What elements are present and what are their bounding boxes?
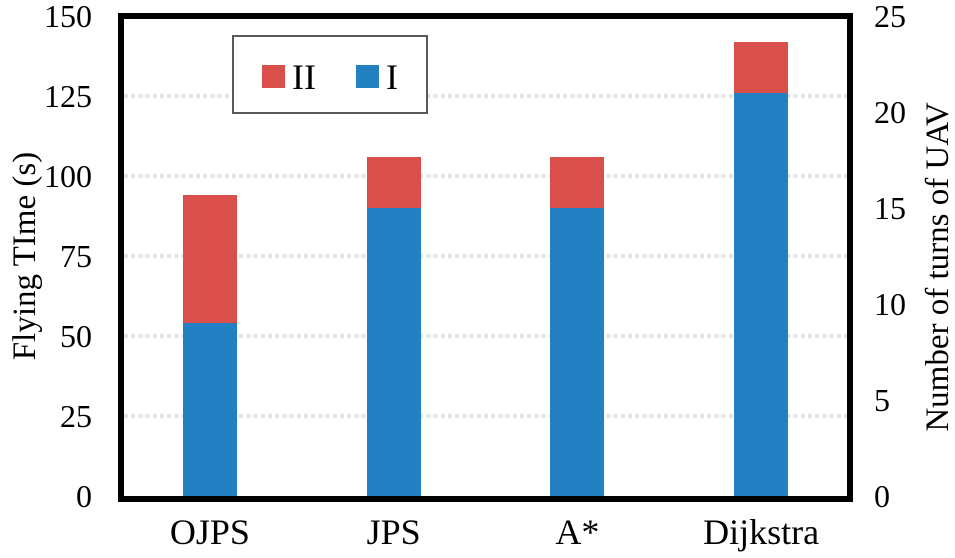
bar-JPS-segment-II	[366, 156, 421, 208]
left-tick-50: 50	[60, 318, 92, 354]
legend-swatch-red-icon	[262, 65, 285, 88]
left-axis-title: Flying TIme (s)	[7, 151, 43, 361]
right-tick-15: 15	[874, 190, 906, 226]
left-tick-150: 150	[44, 0, 92, 34]
x-category-label-OJPS: OJPS	[169, 512, 250, 552]
bar-JPS-segment-I	[366, 208, 421, 496]
right-tick-20: 20	[874, 94, 906, 130]
legend-label-I: I	[385, 56, 398, 97]
gridline-125	[124, 94, 847, 98]
bar-Dijkstra-segment-I	[734, 92, 789, 496]
bar-OJPS-segment-II	[182, 195, 237, 324]
legend: II I	[232, 35, 428, 114]
right-tick-10: 10	[874, 286, 906, 322]
right-tick-0: 0	[874, 478, 890, 514]
gridline-75	[124, 254, 847, 258]
bar-Dijkstra-segment-II	[734, 41, 789, 93]
right-tick-5: 5	[874, 382, 890, 418]
x-category-label-JPS: JPS	[366, 512, 421, 552]
legend-label-II: II	[292, 56, 316, 97]
bar-OJPS-segment-I	[182, 323, 237, 496]
left-tick-100: 100	[44, 158, 92, 194]
left-tick-75: 75	[60, 238, 92, 274]
gridline-25	[124, 414, 847, 418]
gridline-100	[124, 174, 847, 178]
gridline-50	[124, 334, 847, 338]
left-tick-125: 125	[44, 78, 92, 114]
x-category-label-A*: A*	[555, 512, 600, 552]
left-tick-0: 0	[76, 478, 92, 514]
legend-item-I: I	[355, 56, 398, 97]
bar-A*-segment-I	[550, 208, 605, 496]
bar-A*-segment-II	[550, 156, 605, 208]
legend-swatch-blue-icon	[355, 65, 379, 88]
legend-item-II: II	[262, 59, 316, 95]
right-tick-25: 25	[874, 0, 906, 34]
left-tick-25: 25	[60, 398, 92, 434]
right-axis-title: Number of turns of UAV	[920, 102, 955, 432]
x-category-label-Dijkstra: Dijkstra	[703, 512, 820, 552]
